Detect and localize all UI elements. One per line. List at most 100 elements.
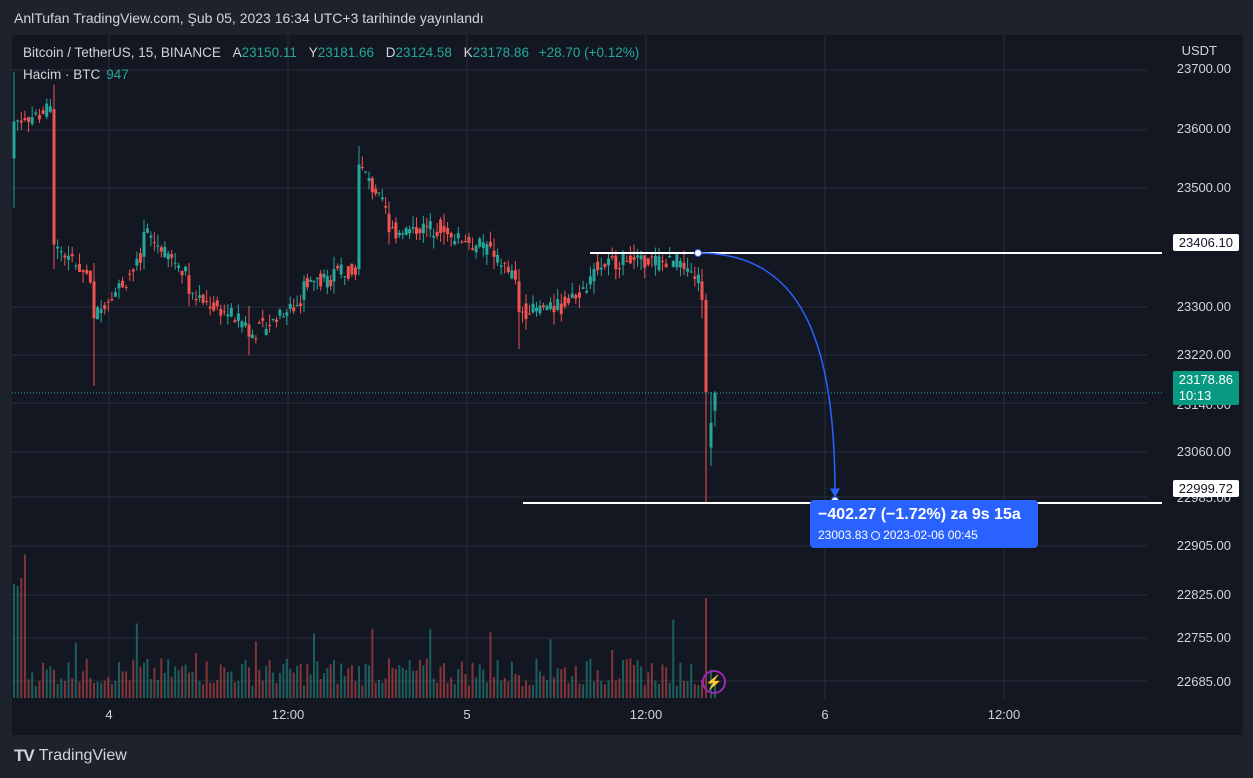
- candle-body: [315, 278, 319, 280]
- candle-body: [16, 120, 20, 122]
- candle-body: [474, 245, 478, 253]
- candle-body: [556, 299, 560, 310]
- volume-bar: [350, 665, 353, 698]
- symbol-name[interactable]: Bitcoin / TetherUS, 15, BINANCE: [23, 45, 221, 60]
- candle-body: [535, 307, 538, 312]
- candle-body: [30, 117, 34, 124]
- volume-bar: [640, 666, 643, 698]
- candle-body: [521, 311, 524, 313]
- volume-bar: [636, 660, 639, 698]
- candle-body: [350, 263, 354, 275]
- chart-canvas[interactable]: [12, 35, 1243, 735]
- time-tick: 5: [463, 707, 471, 722]
- volume-bar: [181, 666, 184, 698]
- candle-body: [574, 294, 578, 299]
- candle-body: [463, 241, 467, 243]
- open-value: 23150.11: [241, 45, 297, 60]
- volume-bar: [654, 680, 657, 698]
- candle-body: [377, 192, 381, 194]
- candle-body: [632, 256, 636, 260]
- candle-body: [614, 255, 618, 270]
- volume-legend[interactable]: Hacim · BTC 947: [23, 67, 129, 82]
- volume-bar: [299, 663, 302, 698]
- candle-body: [229, 308, 233, 317]
- candle-body: [528, 313, 531, 315]
- volume-bar: [528, 684, 531, 698]
- candle-body: [588, 276, 592, 285]
- measure-tooltip[interactable]: −402.27 (−1.72%) za 9s 15a 23003.83 2023-…: [810, 500, 1038, 548]
- volume-bar: [223, 667, 226, 698]
- candle-body: [390, 227, 394, 229]
- candle-body: [704, 299, 708, 393]
- candle-body: [510, 270, 514, 279]
- candle-body: [194, 298, 198, 301]
- candle-body: [432, 235, 436, 238]
- price-tick: 23700.00: [1176, 61, 1231, 76]
- volume-bar: [560, 669, 563, 698]
- last-price-badge[interactable]: 23178.86 10:13: [1172, 371, 1239, 405]
- candle-body: [142, 232, 146, 257]
- volume-bar: [323, 673, 325, 698]
- candle-body: [689, 271, 693, 273]
- volume-bar: [309, 674, 312, 698]
- volume-bar: [457, 668, 460, 698]
- candle-body: [453, 241, 457, 245]
- volume-bar: [436, 682, 439, 698]
- chart-frame[interactable]: Bitcoin / TetherUS, 15, BINANCE A23150.1…: [12, 35, 1243, 735]
- volume-bar: [408, 660, 411, 698]
- symbol-legend[interactable]: Bitcoin / TetherUS, 15, BINANCE A23150.1…: [23, 45, 639, 60]
- price-tick: 23300.00: [1176, 299, 1231, 314]
- candle-body: [281, 316, 285, 318]
- candle-body: [219, 309, 223, 316]
- candle-body: [563, 296, 567, 307]
- candle-body: [496, 254, 500, 263]
- resistance-price-badge[interactable]: 23406.10: [1172, 234, 1239, 251]
- candle-body: [166, 253, 170, 260]
- tradingview-logo[interactable]: TV TradingView: [14, 746, 127, 766]
- support-price-badge[interactable]: 22999.72: [1172, 480, 1239, 497]
- volume-bar: [149, 679, 152, 698]
- candle-body: [542, 305, 545, 308]
- volume-bar: [188, 672, 190, 698]
- volume-bar: [493, 677, 495, 698]
- candle-body: [312, 280, 316, 283]
- time-tick: 12:00: [271, 707, 305, 722]
- volume-bar: [226, 672, 229, 698]
- volume-bar: [248, 667, 250, 698]
- currency-label[interactable]: USDT: [1181, 43, 1217, 58]
- candle-body: [549, 302, 552, 309]
- volume-bar: [415, 670, 418, 698]
- volume-bar: [34, 685, 37, 698]
- candle-body: [367, 178, 371, 181]
- volume-bar: [272, 672, 275, 698]
- bolt-icon[interactable]: ⚡: [702, 670, 726, 694]
- volume-bar: [202, 684, 205, 698]
- volume-bar: [679, 662, 682, 698]
- candle-body: [198, 295, 202, 298]
- candle-body: [77, 264, 81, 272]
- price-tick: 22685.00: [1176, 674, 1231, 689]
- candle-body: [485, 244, 489, 255]
- volume-value: 947: [106, 67, 129, 82]
- volume-bar: [16, 586, 19, 698]
- volume-bar: [121, 671, 124, 698]
- candle-body: [570, 293, 574, 299]
- volume-bar: [96, 681, 99, 698]
- volume-bar: [582, 684, 585, 698]
- candle-body: [106, 301, 110, 303]
- volume-bar: [629, 658, 632, 698]
- volume-bar: [319, 679, 322, 698]
- candle-body: [621, 252, 625, 266]
- candle-body: [661, 260, 665, 262]
- open-label: A: [232, 45, 242, 60]
- candle-body: [628, 255, 632, 264]
- volume-bar: [618, 678, 621, 698]
- candle-body: [499, 265, 503, 267]
- volume-bar: [422, 665, 425, 698]
- candle-body: [599, 267, 603, 270]
- candle-body: [163, 247, 167, 258]
- candle-body: [713, 392, 717, 411]
- volume-bar: [56, 684, 59, 698]
- candle-body: [693, 276, 697, 279]
- volume-bar: [53, 669, 55, 698]
